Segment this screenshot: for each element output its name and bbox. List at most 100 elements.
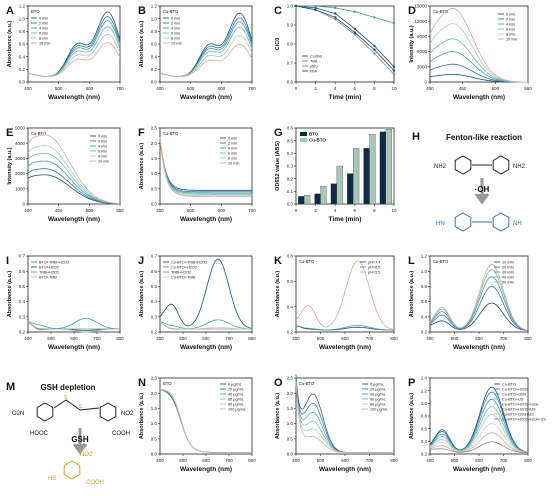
x-axis-label: Wavelength (nm): [180, 344, 232, 351]
panel-letter: N: [138, 377, 146, 389]
y-axis-label: Absorbance (a.u.): [139, 271, 145, 318]
y-tick-label: 0.3: [287, 164, 294, 169]
y-tick-label: 0.6: [287, 279, 294, 284]
y-tick-label: 0.4: [287, 304, 294, 309]
y-tick-label: 1.5: [287, 406, 294, 411]
y-tick-label: 1.2: [19, 4, 26, 9]
y-tick-label: 3000: [417, 64, 428, 69]
nitro-label: O2N: [12, 411, 24, 417]
scheme-gsh: M GSH depletion S S O2N NO2 HOOC COOH GSH HS NO2 CO…: [6, 381, 134, 486]
x-tick-label: 500: [86, 208, 94, 213]
data-point: [334, 16, 337, 19]
legend-entry: Cu-BTO+GSH: [502, 393, 527, 397]
series-line: [429, 414, 529, 453]
x-tick-label: 800: [390, 458, 398, 463]
legend-entry: 8 min: [39, 37, 48, 41]
legend-entry: 8 min: [506, 33, 515, 37]
x-tick-label: 0: [295, 86, 298, 91]
legend-entry: 40 μg/mL: [370, 393, 386, 397]
arrow-down-icon: [72, 428, 88, 455]
data-point: [334, 6, 337, 10]
series-line: [159, 137, 252, 197]
legend-entry: Cu-BTO+H2O2: [171, 266, 197, 270]
data-point: [314, 4, 317, 8]
y-tick-label: 0.5: [151, 436, 158, 441]
y-tick-label: 0.2: [19, 67, 26, 72]
legend-entry: 60 μg/mL: [370, 398, 386, 402]
legend-entry: 6 min: [39, 32, 48, 36]
panel-O: O 400 500 600 700 800 0.0 0.5 1.0 1.5 2.0 2.5 Wavele…: [274, 374, 398, 473]
x-axis-label: Time (min): [329, 216, 362, 223]
amine-label: NH2: [434, 164, 447, 170]
panel-letter: O: [274, 377, 283, 389]
y-tick-label: 5000: [15, 126, 26, 131]
plot-frame: [27, 127, 121, 205]
data-point: [392, 21, 396, 25]
y-tick-label: 0.5: [151, 186, 158, 191]
legend-entry: 0 min: [506, 13, 515, 17]
legend-entry: Cu-BTO+GSH+US: [502, 413, 534, 417]
y-tick-label: 1.0: [287, 4, 294, 9]
sample-label: Cu-BTO: [299, 381, 315, 386]
series-line: [295, 5, 395, 71]
data-point: [314, 6, 317, 10]
legend-entry: 10 min: [506, 38, 517, 42]
legend-entry: 4 min: [506, 23, 515, 27]
y-tick-label: 0.5: [151, 284, 158, 289]
legend-entry: Cu-BTO+TMB+H2O2: [171, 261, 207, 265]
benzene-ring: [454, 155, 472, 175]
sample-label: Cu-BTO: [31, 131, 47, 136]
panel-letter: D: [408, 5, 416, 17]
legend-entry: 20 μg/mL: [370, 388, 386, 392]
x-tick-label: 450: [459, 86, 467, 91]
bar: [304, 194, 311, 205]
y-tick-label: 0.3: [19, 314, 26, 319]
y-tick-label: 0.5: [287, 436, 294, 441]
x-tick-label: 550: [524, 86, 532, 91]
bar: [314, 193, 321, 205]
panel-L: L 400 500 600 700 800 0.2 0.4 0.6 0.8 1.0 1.2 Wavele…: [408, 254, 532, 351]
x-tick-label: 400: [426, 458, 434, 463]
x-tick-label: 700: [500, 336, 508, 341]
x-tick-label: 500: [317, 336, 325, 341]
bar: [330, 183, 337, 205]
x-tick-label: 8: [373, 208, 376, 213]
panel-E: E 400 450 500 550 0 1000 2000 3000 4000 5000 Wavele…: [6, 126, 124, 223]
y-axis-label: Absorbance (a.u.): [409, 393, 415, 440]
plot-frame: [159, 127, 253, 205]
series-line: [295, 382, 394, 453]
y-tick-label: 6000: [417, 49, 428, 54]
x-axis-label: Wavelength (nm): [48, 216, 100, 223]
legend-entry: 10 min: [39, 42, 50, 46]
x-tick-label: 500: [179, 458, 187, 463]
y-tick-label: 0.0: [151, 80, 158, 85]
x-axis-label: Wavelength (nm): [453, 344, 505, 351]
panel-G: G 0 2 4 6 8 10 0.0 0.1 0.2 0.3 0.4 0.5 0.6 Time (min) O…: [274, 126, 397, 223]
legend-entry: 50 mM: [502, 281, 514, 285]
legend-entry: TBA: [310, 60, 318, 64]
benzene-ring: [492, 155, 510, 175]
y-axis-label: Absorbance (a.u.): [7, 21, 13, 68]
radical-label: ·OH: [475, 185, 490, 194]
y-tick-label: 1.0: [421, 401, 428, 406]
legend-entry: 20 mM: [502, 266, 514, 270]
series-line: [429, 423, 528, 453]
carboxyl-label: HOOC: [30, 431, 49, 437]
y-tick-label: 0.7: [19, 254, 26, 259]
x-tick-label: 600: [341, 336, 349, 341]
legend-entry: Cu-BTO: [309, 138, 326, 143]
disulfide-bond: [53, 399, 100, 411]
panel-A: A 400 500 600 700 0.0 0.2 0.4 0.6 0.8 1.0 1.2 Wavele…: [6, 4, 124, 101]
data-point: [392, 69, 396, 72]
series-line: [159, 319, 252, 330]
y-tick-label: 0.4: [19, 299, 26, 304]
y-tick-label: 0.5: [287, 138, 294, 143]
panel-D: D 400 450 500 550 0 3000 6000 9000 12000 15000 Wave…: [408, 4, 532, 101]
y-tick-label: 0.8: [421, 414, 428, 419]
x-tick-label: 800: [248, 458, 256, 463]
sample-label: Cu-BTO: [433, 259, 449, 264]
y-tick-label: 2.0: [151, 391, 158, 396]
y-tick-label: 12000: [414, 19, 427, 24]
bar: [363, 148, 370, 205]
y-tick-label: 0.2: [287, 330, 294, 335]
